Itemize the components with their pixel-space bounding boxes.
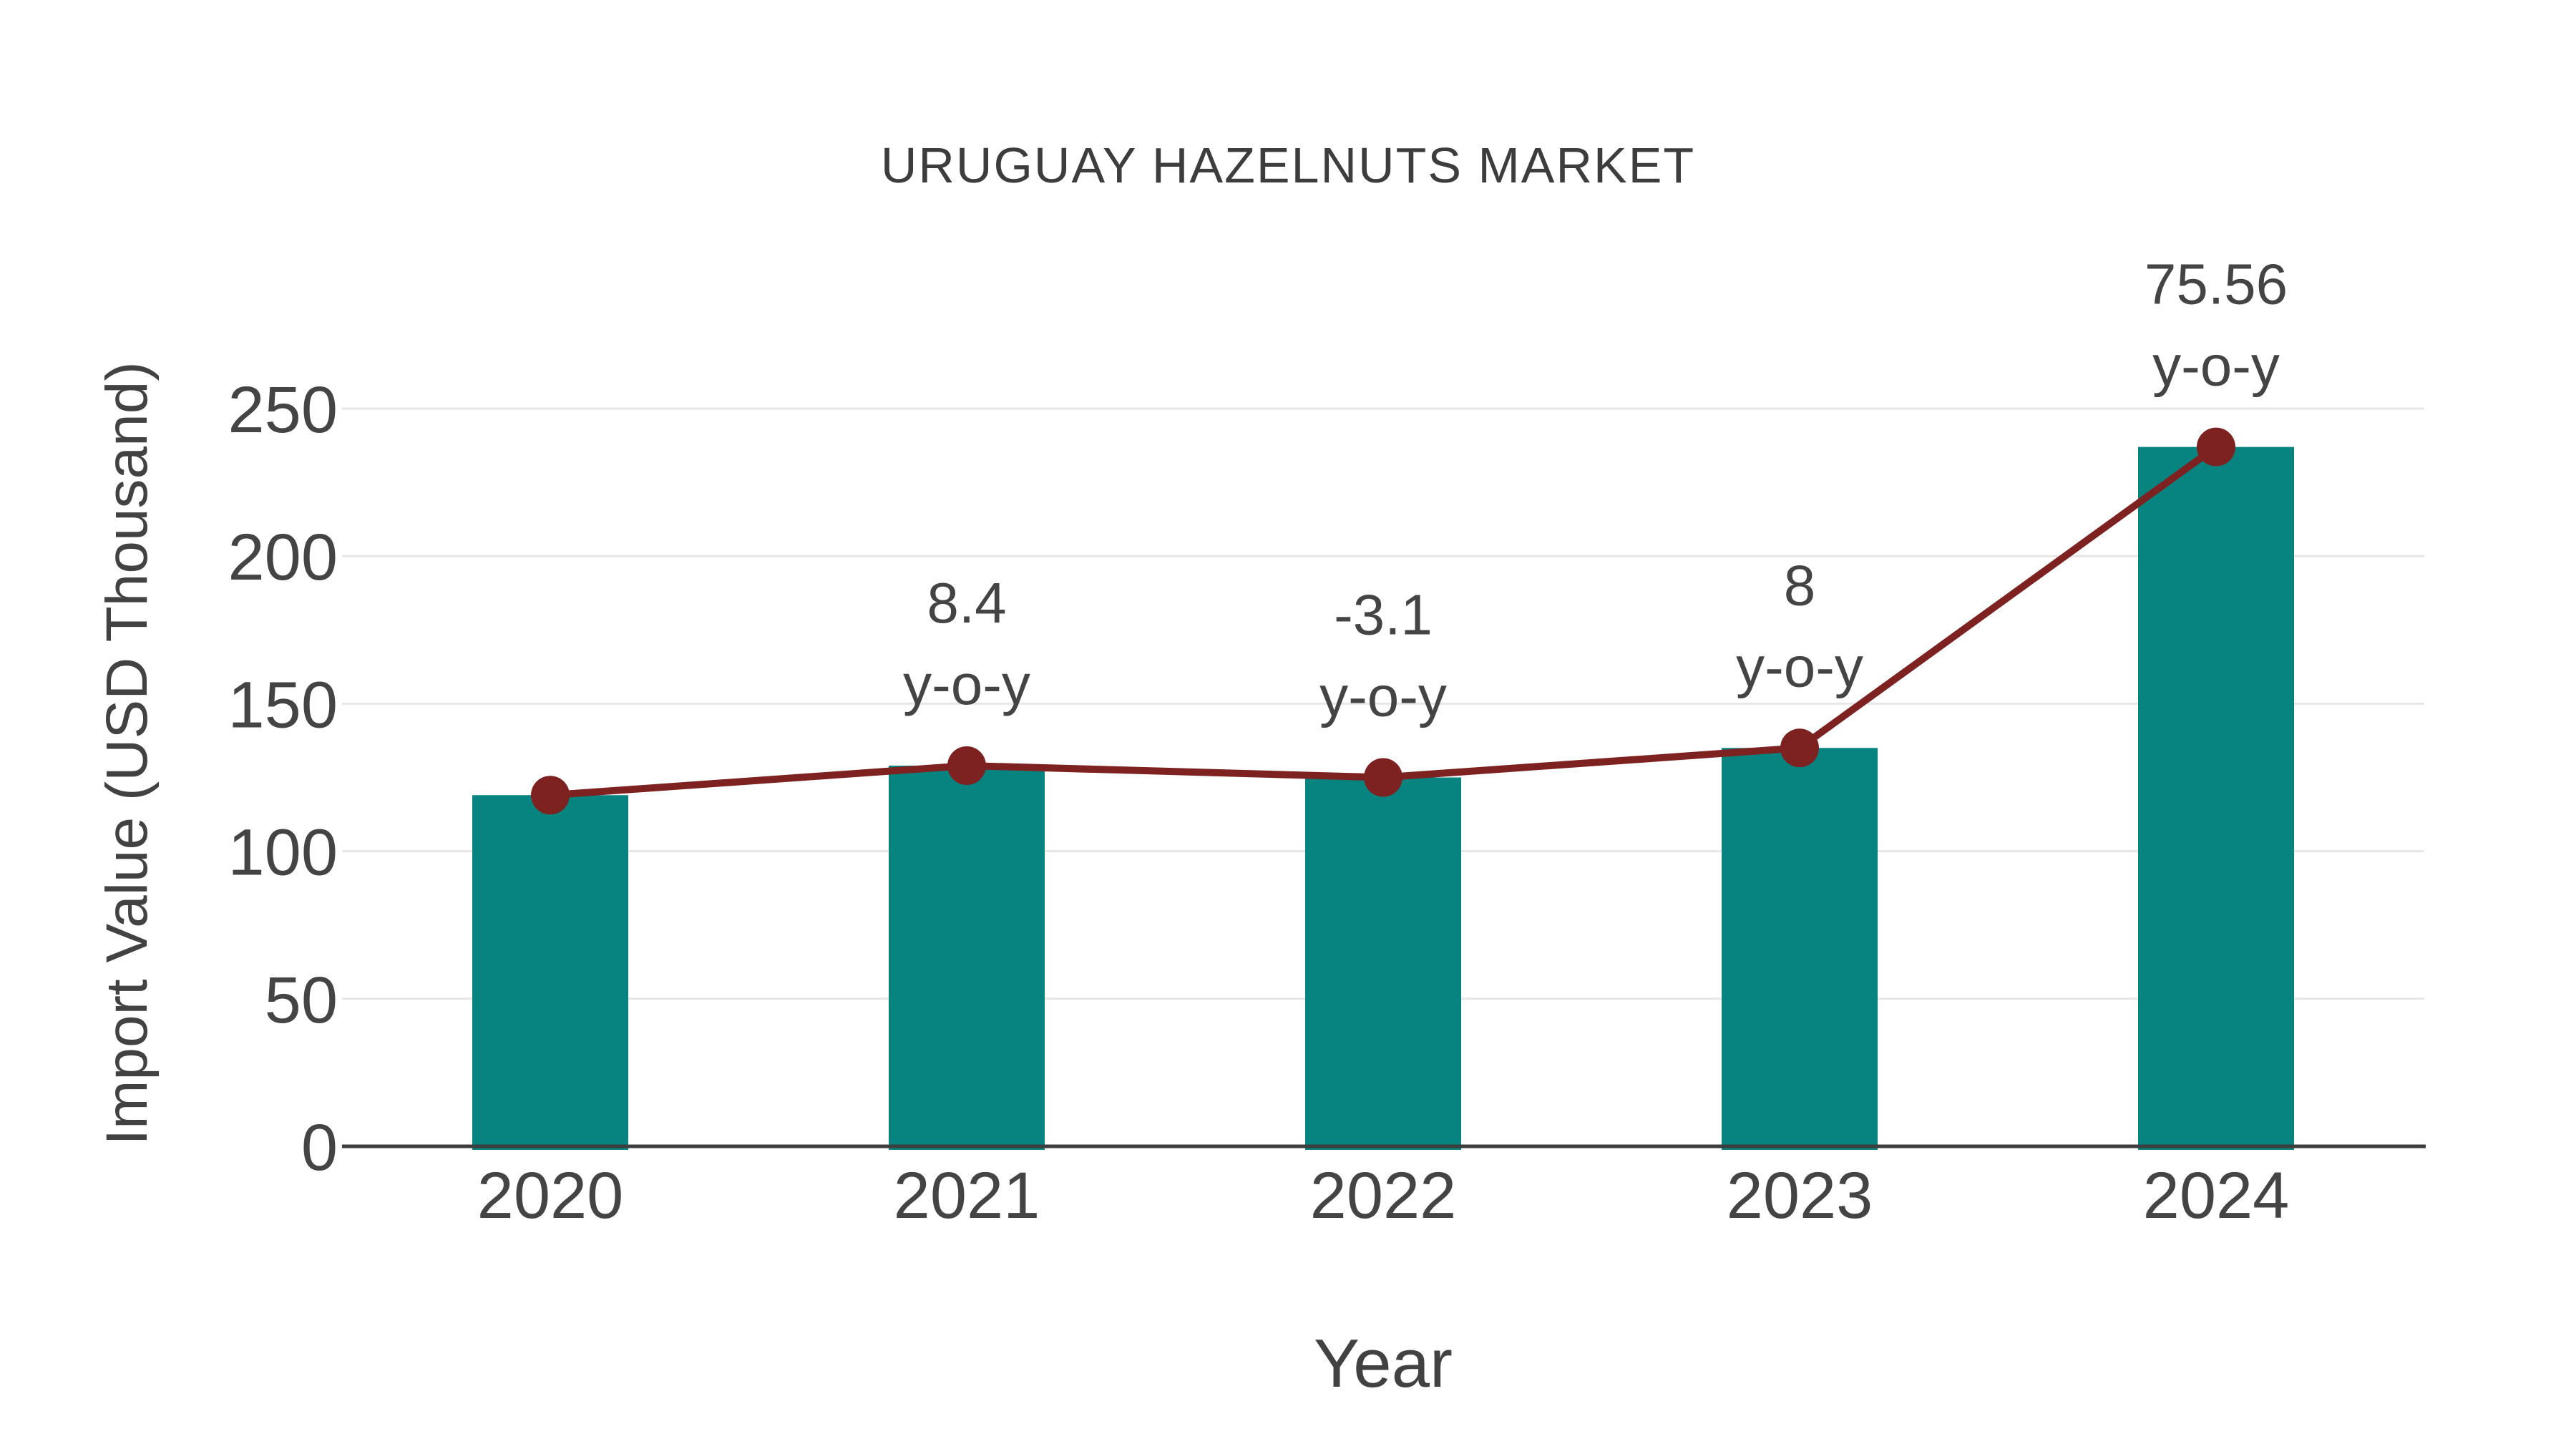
trend-marker-2021[interactable] (947, 746, 986, 786)
x-tick-label-2023: 2023 (1727, 1159, 1873, 1232)
trend-marker-2023[interactable] (1780, 728, 1819, 768)
bar-2024[interactable] (2138, 447, 2294, 1150)
bar-2021[interactable] (889, 766, 1045, 1150)
y-tick-label-200: 200 (228, 521, 338, 594)
line-series (531, 427, 2235, 815)
annotation-value-2024: 75.56 (2145, 253, 2288, 316)
x-axis-tick-labels: 2020 2021 2022 2023 2024 (477, 1159, 2290, 1232)
annotations: 8.4 y-o-y -3.1 y-o-y 8 y-o-y 75.56 y-o-y (903, 253, 2288, 728)
x-tick-label-2020: 2020 (477, 1159, 624, 1232)
y-tick-label-150: 150 (228, 668, 338, 741)
x-tick-label-2022: 2022 (1310, 1159, 1457, 1232)
y-tick-label-0: 0 (301, 1111, 338, 1184)
trend-marker-2024[interactable] (2197, 427, 2235, 467)
y-axis-title: Import Value (USD Thousand) (94, 361, 160, 1145)
x-tick-label-2024: 2024 (2143, 1159, 2290, 1232)
bar-2020[interactable] (472, 795, 628, 1150)
y-tick-label-100: 100 (228, 816, 338, 889)
chart-title: URUGUAY HAZELNUTS MARKET (881, 137, 1695, 193)
y-axis-tick-labels: 0 50 100 150 200 250 (228, 374, 338, 1184)
annotation-value-2021: 8.4 (927, 571, 1006, 635)
bar-2022[interactable] (1305, 777, 1461, 1151)
bar-series (472, 447, 2294, 1150)
bar-2023[interactable] (1722, 748, 1878, 1150)
annotation-yoy-2024: y-o-y (2152, 334, 2280, 398)
y-tick-label-50: 50 (265, 964, 338, 1037)
annotation-yoy-2022: y-o-y (1319, 665, 1447, 728)
x-tick-label-2021: 2021 (894, 1159, 1040, 1232)
gridlines (342, 407, 2424, 1000)
annotation-value-2022: -3.1 (1334, 583, 1433, 647)
annotation-yoy-2023: y-o-y (1736, 635, 1863, 698)
annotation-value-2023: 8 (1784, 553, 1816, 617)
x-axis-title: Year (1314, 1325, 1453, 1402)
trend-marker-2022[interactable] (1364, 758, 1402, 797)
annotation-yoy-2021: y-o-y (903, 653, 1030, 716)
trend-marker-2020[interactable] (531, 776, 570, 815)
y-tick-label-250: 250 (228, 374, 338, 447)
